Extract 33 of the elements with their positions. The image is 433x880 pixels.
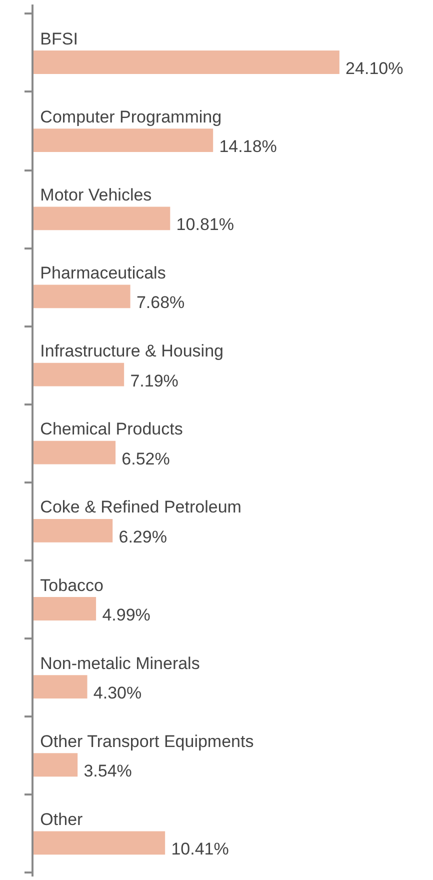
bar — [32, 50, 340, 74]
data-label: 10.41% — [171, 840, 229, 859]
y-tick-label: Chemical Products — [40, 420, 183, 439]
data-label: 7.68% — [136, 293, 185, 312]
data-label: 7.19% — [130, 371, 178, 390]
bar — [32, 284, 130, 308]
data-label: 6.29% — [118, 527, 167, 546]
bar — [32, 518, 113, 542]
bar — [32, 128, 214, 152]
y-tick-label: Non-metalic Minerals — [40, 654, 200, 673]
data-label: 14.18% — [219, 137, 277, 156]
data-label: 4.99% — [102, 605, 150, 624]
bar — [32, 362, 124, 386]
y-tick-label: Other — [40, 810, 84, 830]
data-label: 3.54% — [84, 762, 132, 781]
bar — [32, 753, 78, 777]
y-tick-label: Infrastructure & Housing — [40, 342, 224, 361]
data-label: 4.30% — [93, 684, 142, 703]
y-tick-label: Tobacco — [40, 576, 104, 595]
bar — [32, 206, 170, 230]
bar — [32, 597, 96, 620]
data-label: 6.52% — [122, 449, 170, 468]
bar — [32, 831, 166, 855]
bar — [32, 440, 116, 464]
y-tick-label: Computer Programming — [40, 107, 222, 126]
y-tick-label: Coke & Refined Petroleum — [40, 498, 242, 517]
y-tick-label: Other Transport Equipments — [40, 732, 254, 751]
bar — [32, 675, 88, 699]
data-label: 24.10% — [346, 59, 404, 78]
y-tick-label: Pharmaceuticals — [40, 264, 166, 283]
y-tick-label: BFSI — [40, 29, 78, 48]
data-label: 10.81% — [176, 215, 234, 234]
y-tick-label: Motor Vehicles — [40, 185, 152, 204]
